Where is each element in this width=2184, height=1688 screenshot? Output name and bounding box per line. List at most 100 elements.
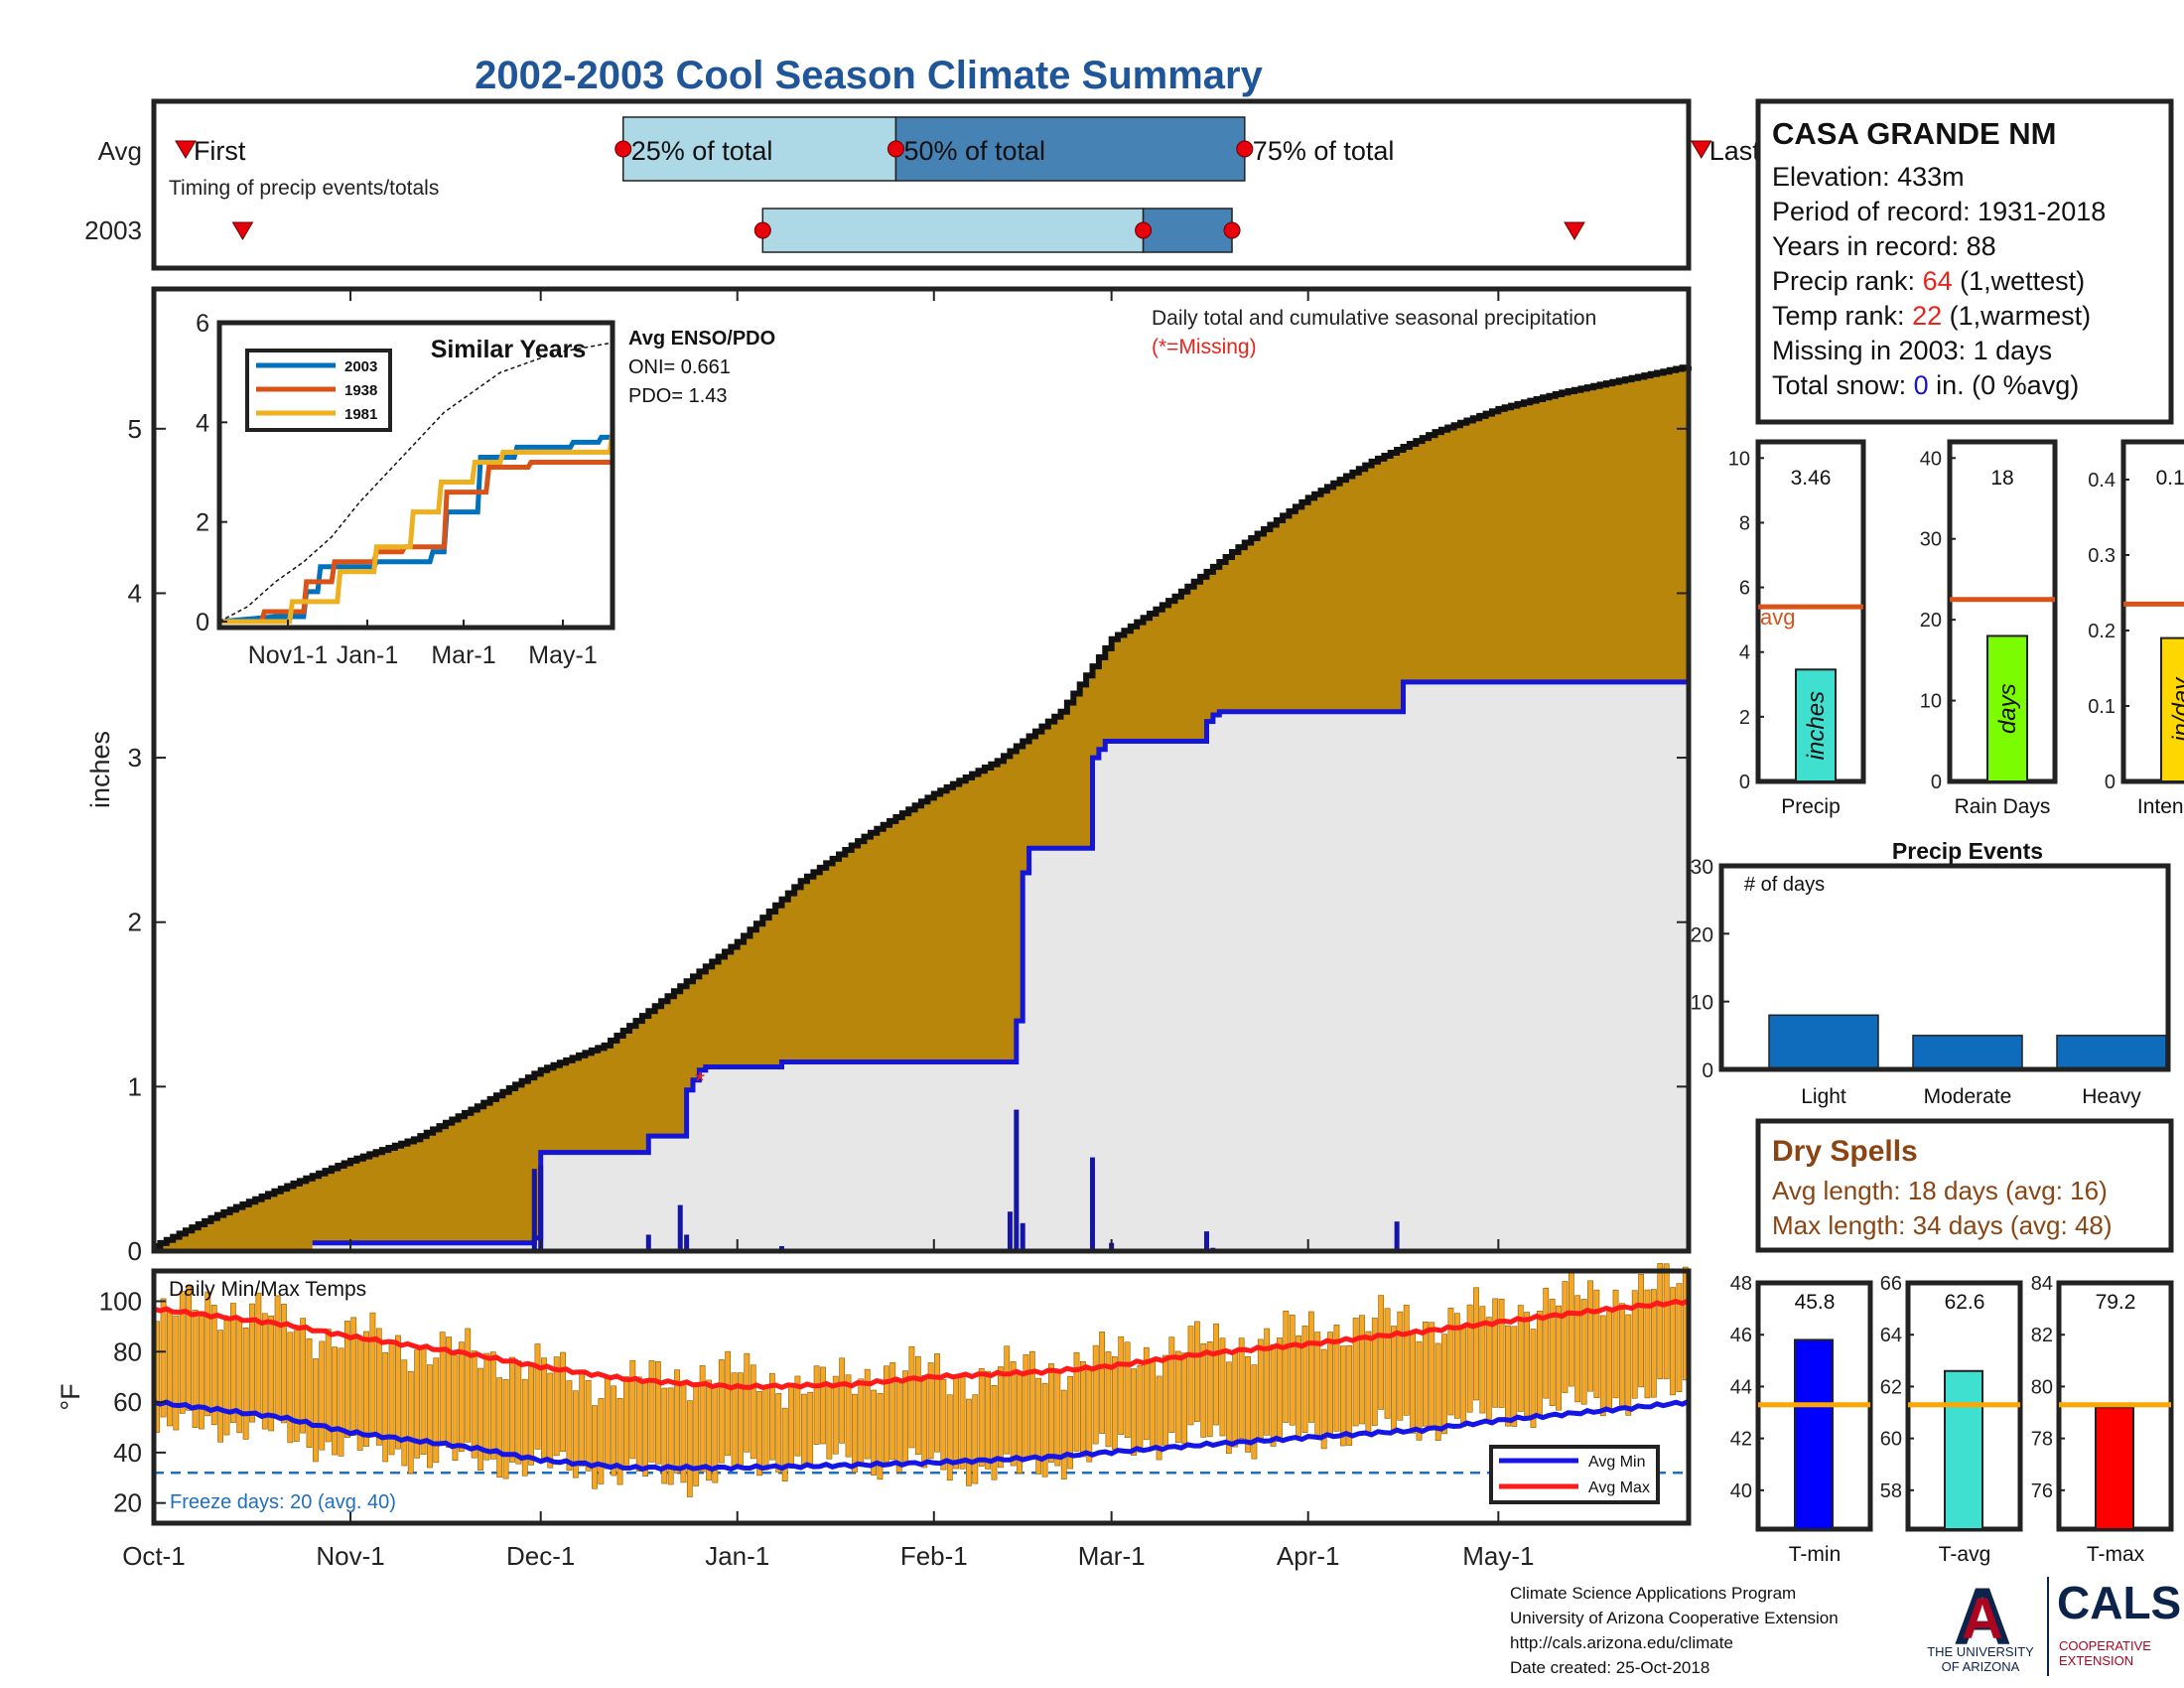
daily-precip-bar	[538, 1165, 544, 1251]
daily-temp-bar	[261, 1313, 268, 1430]
temp-stat-ytick-label: 58	[1880, 1480, 1902, 1502]
daily-precip-bar	[1089, 1157, 1095, 1251]
daily-temp-bar	[306, 1337, 313, 1448]
daily-temp-bar	[1631, 1290, 1638, 1399]
daily-temp-bar	[192, 1310, 199, 1428]
daily-temp-bar	[572, 1390, 579, 1478]
daily-temp-bar	[1466, 1304, 1473, 1413]
svg-text:Temp rank: 22 (1,warmest): Temp rank: 22 (1,warmest)	[1772, 301, 2091, 331]
daily-temp-bar	[978, 1368, 985, 1467]
daily-precip-bar	[1203, 1231, 1209, 1251]
daily-temp-bar	[750, 1364, 756, 1460]
daily-temp-bar	[725, 1350, 732, 1457]
daily-precip-bar	[1014, 1109, 1020, 1251]
daily-temp-bar	[1517, 1305, 1524, 1412]
daily-temp-bar	[718, 1359, 725, 1464]
daily-temp-bar	[1410, 1331, 1417, 1434]
daily-temp-bar	[1296, 1335, 1302, 1441]
daily-temp-bar	[1041, 1382, 1048, 1477]
daily-temp-bar	[1200, 1343, 1207, 1438]
daily-temp-bar	[832, 1375, 839, 1455]
daily-temp-bar	[788, 1386, 794, 1466]
event-bar-heavy	[2056, 1035, 2167, 1070]
daily-temp-bar	[274, 1295, 281, 1418]
temp-ytick-label: 60	[113, 1387, 142, 1417]
station-info-box: CASA GRANDE NM Elevation: 433m Period of…	[1755, 98, 2174, 425]
daily-temp-bar	[1556, 1305, 1562, 1411]
event-category-label: Light	[1801, 1085, 1846, 1108]
daily-temp-bar	[985, 1370, 991, 1470]
precip-ytick-label: 2	[128, 908, 142, 937]
daily-temp-bar	[813, 1365, 820, 1445]
timing-avg-p25-marker	[614, 140, 632, 158]
daily-temp-bar	[1277, 1337, 1283, 1442]
dry-spells-max: Max length: 34 days (avg: 48)	[1772, 1210, 2113, 1240]
timing-first-label: First	[194, 136, 246, 166]
temp-stat-value-label: 45.8	[1795, 1291, 1836, 1314]
footer: Climate Science Applications Program Uni…	[1510, 1572, 2181, 1677]
daily-temp-bar	[1536, 1311, 1543, 1415]
inset-series-2003	[218, 434, 613, 625]
ua-logo-line1: THE UNIVERSITY	[1927, 1644, 2034, 1659]
daily-temp-bar	[889, 1361, 896, 1461]
daily-temp-bar	[1174, 1350, 1181, 1443]
daily-temp-bar	[1181, 1352, 1188, 1445]
stat-ytick-label: 8	[1739, 512, 1750, 534]
daily-temp-bar	[845, 1374, 852, 1458]
daily-temp-bar	[1060, 1389, 1067, 1479]
stat-unit-label: inches	[1803, 691, 1830, 760]
daily-temp-bar	[496, 1377, 503, 1478]
daily-temp-bar	[338, 1347, 344, 1457]
dry-spells-title: Dry Spells	[1772, 1135, 1918, 1168]
timing-2003-p25-marker	[753, 221, 771, 239]
avg-cumulative-line	[154, 364, 1692, 1249]
daily-temp-bar	[325, 1329, 332, 1443]
daily-temp-bar	[1124, 1341, 1131, 1438]
daily-temp-bar	[1339, 1345, 1346, 1447]
daily-temp-bar	[914, 1355, 921, 1456]
daily-temp-bar	[1638, 1274, 1644, 1388]
daily-temp-bar	[471, 1350, 478, 1459]
daily-temp-bar	[686, 1400, 693, 1497]
daily-temp-bar	[489, 1351, 496, 1460]
stat-ytick-label: 40	[1920, 448, 1942, 470]
cals-logo-line1: COOPERATIVE	[2059, 1638, 2151, 1653]
svg-text:Precip rank: 64 (1,wettest): Precip rank: 64 (1,wettest)	[1772, 266, 2085, 296]
stat-unit-label: days	[1994, 683, 2021, 734]
daily-temp-bar	[1676, 1283, 1683, 1393]
inset-ytick-label: 0	[196, 609, 209, 636]
daily-temp-bar	[1562, 1281, 1569, 1393]
inset-legend: 2003 1938 1981	[245, 349, 392, 432]
daily-temp-bar	[959, 1375, 966, 1470]
snow-label: Total snow:	[1772, 370, 1906, 400]
stat-xlabel: Intensity	[2137, 795, 2184, 818]
cals-logo: CALS COOPERATIVE EXTENSION	[2057, 1577, 2181, 1668]
daily-temp-bar	[1251, 1364, 1258, 1460]
svg-text:Period of record: 1931-2018: Period of record: 1931-2018	[1772, 197, 2106, 226]
legend-avg-min: Avg Min	[1588, 1454, 1646, 1471]
daily-temp-bar	[839, 1357, 846, 1444]
daily-temp-bar	[1670, 1287, 1676, 1396]
daily-temp-bar	[794, 1375, 801, 1457]
svg-text:A: A	[1962, 1587, 2003, 1651]
temp-stat-xlabel: T-min	[1789, 1543, 1842, 1566]
daily-temp-bar	[249, 1303, 255, 1423]
daily-temp-bar	[414, 1349, 421, 1459]
season-xtick-label: Oct-1	[122, 1541, 186, 1571]
daily-temp-bar	[800, 1393, 807, 1468]
daily-temp-bar	[1206, 1340, 1213, 1438]
daily-temp-bar	[1473, 1287, 1479, 1401]
daily-temp-bar	[1232, 1350, 1239, 1448]
daily-temp-bar	[427, 1364, 433, 1469]
daily-temp-bar	[762, 1385, 769, 1471]
daily-temp-bar	[528, 1364, 535, 1466]
daily-temp-bar	[756, 1391, 763, 1477]
daily-temp-bar	[1327, 1332, 1333, 1437]
daily-temp-bar	[509, 1356, 515, 1463]
stat-value-label: 3.46	[1791, 467, 1832, 490]
season-xtick-label: Apr-1	[1277, 1541, 1340, 1571]
temp-stat-ytick-label: 82	[2031, 1325, 2053, 1346]
stat-value-label: 0.19	[2156, 467, 2184, 490]
timing-avg-p50-marker	[887, 140, 904, 158]
